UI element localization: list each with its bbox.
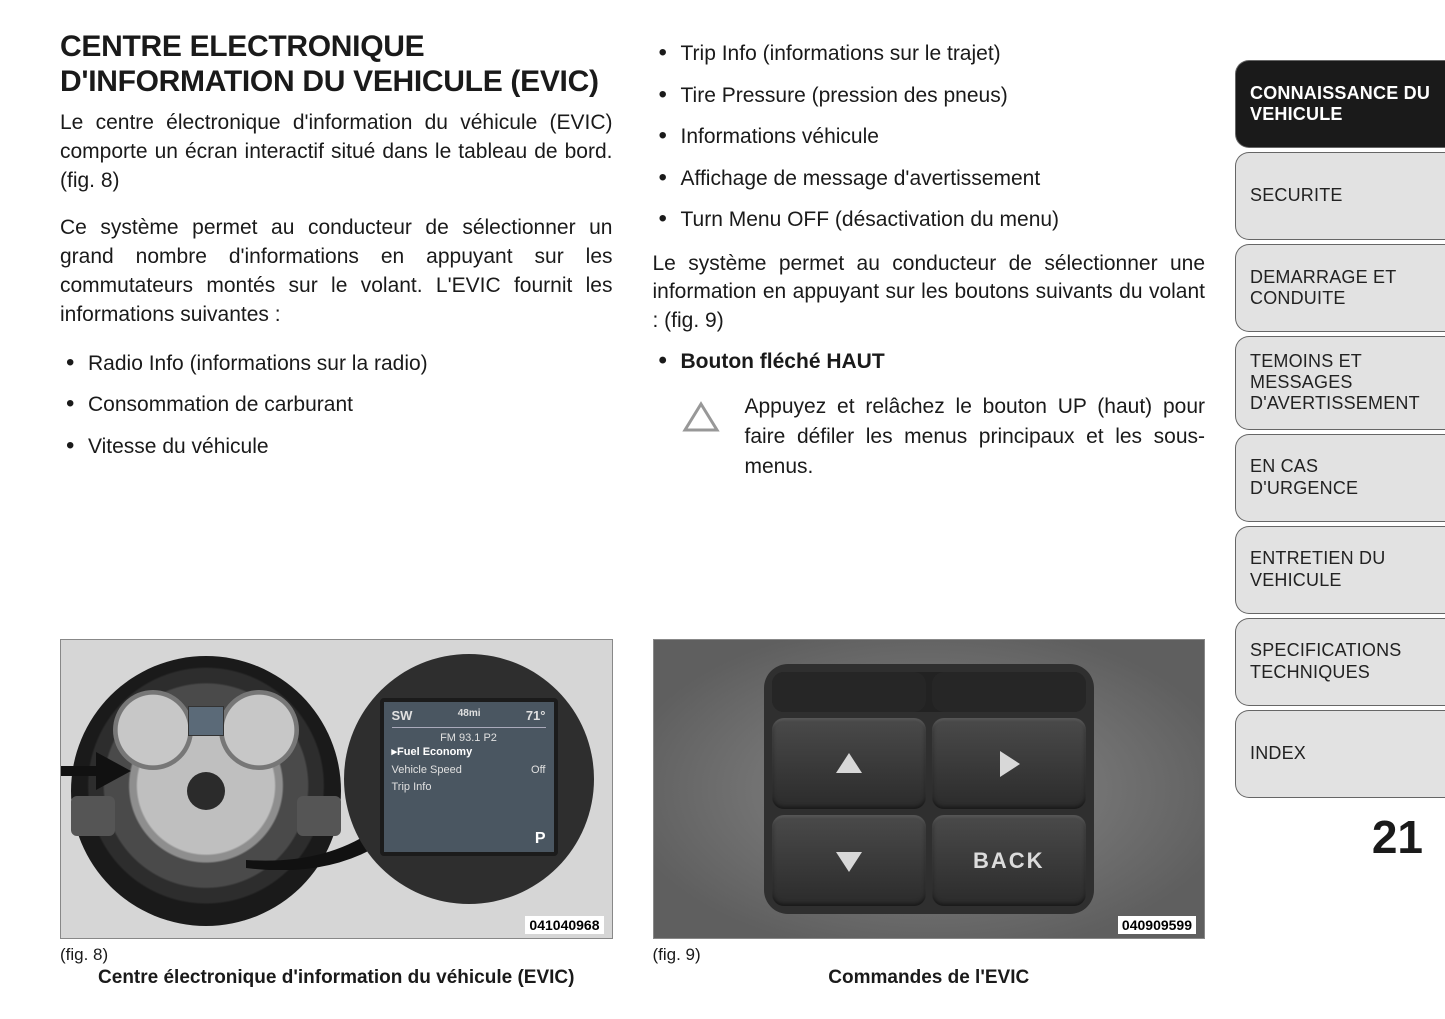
list-item: Consommation de carburant <box>60 389 613 421</box>
evic-menu-value: Off <box>531 762 545 780</box>
figure-8-block: SW 48mi 71° FM 93.1 P2 ▸Fuel Economy Veh… <box>60 639 613 989</box>
pad-top-row <box>772 672 1086 712</box>
figure-9-caption: Commandes de l'EVIC <box>653 967 1206 989</box>
right-paragraph: Le système permet au conducteur de sélec… <box>653 250 1206 337</box>
tab-entretien[interactable]: ENTRETIEN DU VEHICULE <box>1235 526 1445 614</box>
wheel-button-left <box>71 796 115 836</box>
figure-9-ref: (fig. 9) <box>653 945 1206 965</box>
image-number: 041040968 <box>525 916 603 934</box>
evic-detail-circle: SW 48mi 71° FM 93.1 P2 ▸Fuel Economy Veh… <box>344 654 594 904</box>
gauge-right <box>219 690 299 770</box>
callout-arrow-icon <box>60 746 131 796</box>
section-heading: CENTRE ELECTRONIQUE D'INFORMATION DU VEH… <box>60 30 613 99</box>
section-tabs: CONNAISSANCE DU VEHICULE SECURITE DEMARR… <box>1235 30 1445 989</box>
tab-temoins[interactable]: TEMOINS ET MESSAGES D'AVERTISSEMENT <box>1235 336 1445 430</box>
tab-demarrage[interactable]: DEMARRAGE ET CONDUITE <box>1235 244 1445 332</box>
figure-8-caption: Centre électronique d'information du véh… <box>60 967 613 989</box>
evic-radio: FM 93.1 P2 <box>392 732 546 744</box>
dash-mini-screen <box>188 706 224 736</box>
tab-urgence[interactable]: EN CAS D'URGENCE <box>1235 434 1445 522</box>
evic-compass: SW <box>392 708 413 723</box>
list-item: Affichage de message d'avertissement <box>653 163 1206 195</box>
up-button-description: Appuyez et relâchez le bouton UP (haut) … <box>653 392 1206 481</box>
figure-8-image: SW 48mi 71° FM 93.1 P2 ▸Fuel Economy Veh… <box>60 639 613 939</box>
manual-page: CENTRE ELECTRONIQUE D'INFORMATION DU VEH… <box>0 0 1445 1019</box>
list-item: Radio Info (informations sur la radio) <box>60 348 613 380</box>
list-item: Turn Menu OFF (désactivation du menu) <box>653 204 1206 236</box>
tab-securite[interactable]: SECURITE <box>1235 152 1445 240</box>
figure-9-image: BACK 040909599 <box>653 639 1206 939</box>
list-item: Tire Pressure (pression des pneus) <box>653 80 1206 112</box>
right-bullet-list-top: Trip Info (informations sur le trajet) T… <box>653 38 1206 246</box>
intro-paragraph-2: Ce système permet au conducteur de sélec… <box>60 214 613 330</box>
list-item-bold: Bouton fléché HAUT <box>653 346 1206 378</box>
evic-gear: P <box>535 830 546 848</box>
image-number: 040909599 <box>1118 916 1196 934</box>
right-bullet-list-bold: Bouton fléché HAUT <box>653 346 1206 388</box>
evic-distance: 48mi <box>458 708 481 723</box>
figure-9-block: BACK 040909599 (fig. 9) Commandes de l'E… <box>653 639 1206 989</box>
pad-right-button <box>932 718 1086 809</box>
content-columns: CENTRE ELECTRONIQUE D'INFORMATION DU VEH… <box>60 30 1235 989</box>
evic-temp: 71° <box>526 708 546 723</box>
left-bullet-list: Radio Info (informations sur la radio) C… <box>60 348 613 473</box>
control-pad: BACK <box>764 664 1094 914</box>
list-item: Trip Info (informations sur le trajet) <box>653 38 1206 70</box>
intro-paragraph-1: Le centre électronique d'information du … <box>60 109 613 196</box>
evic-menu-item: Vehicle Speed <box>392 764 462 776</box>
up-triangle-icon <box>681 398 721 438</box>
pad-down-button <box>772 815 926 906</box>
list-item: Informations véhicule <box>653 121 1206 153</box>
tab-index[interactable]: INDEX <box>1235 710 1445 798</box>
page-number: 21 <box>1235 810 1445 864</box>
up-button-text: Appuyez et relâchez le bouton UP (haut) … <box>745 392 1206 481</box>
evic-screen: SW 48mi 71° FM 93.1 P2 ▸Fuel Economy Veh… <box>380 698 558 856</box>
figure-8-ref: (fig. 8) <box>60 945 613 965</box>
evic-menu-item: Trip Info <box>392 781 432 793</box>
list-item: Vitesse du véhicule <box>60 431 613 463</box>
pad-back-button: BACK <box>932 815 1086 906</box>
left-column: CENTRE ELECTRONIQUE D'INFORMATION DU VEH… <box>60 30 613 989</box>
tab-connaissance[interactable]: CONNAISSANCE DU VEHICULE <box>1235 60 1445 148</box>
tab-specifications[interactable]: SPECIFICATIONS TECHNIQUES <box>1235 618 1445 706</box>
pad-up-button <box>772 718 926 809</box>
right-column: Trip Info (informations sur le trajet) T… <box>653 30 1206 989</box>
evic-menu-item: ▸Fuel Economy <box>392 746 473 758</box>
